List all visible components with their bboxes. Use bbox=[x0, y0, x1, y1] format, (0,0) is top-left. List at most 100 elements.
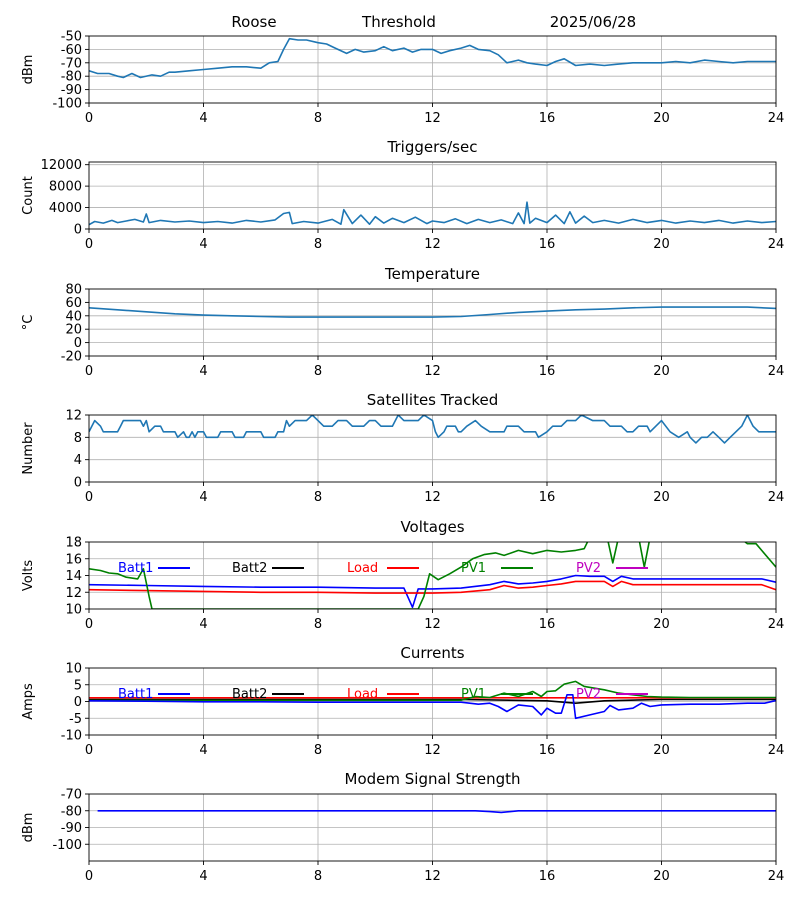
y-tick-label: 60 bbox=[65, 296, 82, 311]
y-axis-label: Volts bbox=[21, 560, 36, 592]
x-tick-label: 16 bbox=[539, 111, 556, 126]
x-tick-label: 0 bbox=[85, 237, 93, 252]
series-line-threshold-0 bbox=[89, 37, 776, 79]
x-tick-label: 16 bbox=[539, 869, 556, 884]
x-tick-label: 24 bbox=[768, 617, 785, 632]
series-line-satellites-0 bbox=[89, 415, 776, 444]
y-tick-label: 12000 bbox=[41, 158, 82, 173]
x-tick-label: 12 bbox=[424, 617, 441, 632]
x-tick-label: 4 bbox=[199, 869, 207, 884]
legend-label-pv2: PV2 bbox=[576, 561, 601, 576]
y-tick-label: 18 bbox=[65, 536, 82, 551]
x-tick-label: 8 bbox=[314, 237, 322, 252]
x-tick-label: 16 bbox=[539, 237, 556, 252]
series-line-triggers-0 bbox=[89, 201, 776, 226]
y-tick-label: -60 bbox=[61, 43, 82, 58]
panel-triggers: 0 4 8 12 16 20 24 0 4000 8000 12000 Triggers/sec Cou… bbox=[21, 138, 784, 252]
series-line-voltages-load bbox=[89, 580, 776, 594]
y-axis-label: Amps bbox=[21, 683, 36, 720]
y-tick-label: 0 bbox=[74, 223, 82, 238]
header-date: 2025/06/28 bbox=[550, 13, 636, 31]
legend-label-load: Load bbox=[347, 561, 378, 576]
y-axis-label: Number bbox=[21, 422, 36, 475]
y-tick-label: -70 bbox=[61, 56, 82, 71]
y-tick-label: -70 bbox=[61, 788, 82, 803]
x-tick-label: 12 bbox=[424, 111, 441, 126]
x-tick-label: 12 bbox=[424, 490, 441, 505]
series-line-modem-0 bbox=[97, 810, 776, 814]
x-tick-label: 24 bbox=[768, 869, 785, 884]
y-axis-label: °C bbox=[21, 315, 36, 331]
x-tick-label: 0 bbox=[85, 743, 93, 758]
y-tick-label: -90 bbox=[61, 821, 82, 836]
legend-label-pv2: PV2 bbox=[576, 687, 601, 702]
x-tick-label: 24 bbox=[768, 111, 785, 126]
panel-currents: 0 4 8 12 16 20 24 -10 -5 0 510 Currents Amps Batt1 Bat… bbox=[21, 644, 784, 758]
legend-label-load: Load bbox=[347, 687, 378, 702]
x-tick-label: 8 bbox=[314, 869, 322, 884]
y-tick-label: 16 bbox=[65, 552, 82, 567]
x-tick-label: 8 bbox=[314, 364, 322, 379]
x-tick-label: 24 bbox=[768, 490, 785, 505]
x-tick-label: 20 bbox=[653, 490, 670, 505]
x-tick-label: 0 bbox=[85, 111, 93, 126]
x-tick-label: 0 bbox=[85, 869, 93, 884]
x-tick-label: 16 bbox=[539, 743, 556, 758]
y-tick-label: -20 bbox=[61, 350, 82, 365]
x-tick-label: 24 bbox=[768, 364, 785, 379]
y-tick-label: -50 bbox=[61, 30, 82, 45]
panel-modem: 0 4 8 12 16 20 24 -70-80 -90 -100 Modem Signal Str… bbox=[21, 770, 784, 884]
y-tick-label: 4000 bbox=[49, 201, 82, 216]
x-tick-label: 4 bbox=[199, 237, 207, 252]
series-line-temperature-0 bbox=[89, 306, 776, 318]
x-tick-label: 4 bbox=[199, 111, 207, 126]
legend-label-pv1: PV1 bbox=[461, 561, 486, 576]
y-tick-label: 12 bbox=[65, 586, 82, 601]
x-tick-label: 4 bbox=[199, 490, 207, 505]
x-tick-label: 0 bbox=[85, 617, 93, 632]
y-tick-label: 5 bbox=[74, 678, 82, 693]
y-tick-label: 8 bbox=[74, 431, 82, 446]
x-tick-label: 20 bbox=[653, 111, 670, 126]
y-tick-label: 80 bbox=[65, 283, 82, 298]
panel-threshold: 0 4 8 12 16 20 24 -50-60-70-80-90-100 dBm bbox=[21, 30, 784, 127]
y-tick-label: 0 bbox=[74, 476, 82, 491]
x-tick-label: 12 bbox=[424, 237, 441, 252]
y-tick-label: 4 bbox=[74, 453, 82, 468]
x-tick-label: 16 bbox=[539, 364, 556, 379]
series-line-voltages-batt1 bbox=[89, 574, 776, 609]
header-mode: Threshold bbox=[361, 13, 436, 31]
series-line-currents-pv1 bbox=[89, 680, 776, 702]
x-tick-label: 8 bbox=[314, 617, 322, 632]
panel-title: Voltages bbox=[400, 518, 464, 536]
y-tick-label: -100 bbox=[52, 838, 82, 853]
y-axis-label: Count bbox=[21, 176, 36, 215]
x-tick-label: 4 bbox=[199, 743, 207, 758]
y-axis-label: dBm bbox=[21, 813, 36, 843]
x-tick-label: 8 bbox=[314, 490, 322, 505]
x-tick-label: 8 bbox=[314, 111, 322, 126]
x-tick-label: 20 bbox=[653, 237, 670, 252]
x-tick-label: 24 bbox=[768, 743, 785, 758]
x-tick-label: 0 bbox=[85, 364, 93, 379]
y-tick-label: 20 bbox=[65, 323, 82, 338]
y-tick-label: -80 bbox=[61, 70, 82, 85]
y-axis-label: dBm bbox=[21, 55, 36, 85]
legend-label-batt2: Batt2 bbox=[232, 561, 267, 576]
legend-label-batt2: Batt2 bbox=[232, 687, 267, 702]
y-tick-label: 8000 bbox=[49, 180, 82, 195]
legend-label-pv1: PV1 bbox=[461, 687, 486, 702]
legend-label-batt1: Batt1 bbox=[118, 561, 153, 576]
x-tick-label: 0 bbox=[85, 490, 93, 505]
panel-title: Triggers/sec bbox=[387, 138, 478, 156]
y-tick-label: 0 bbox=[74, 695, 82, 710]
y-tick-label: 40 bbox=[65, 309, 82, 324]
panel-title: Temperature bbox=[384, 265, 480, 283]
panel-title: Satellites Tracked bbox=[367, 391, 498, 409]
x-tick-label: 20 bbox=[653, 743, 670, 758]
series-line-currents-batt1 bbox=[89, 694, 776, 720]
